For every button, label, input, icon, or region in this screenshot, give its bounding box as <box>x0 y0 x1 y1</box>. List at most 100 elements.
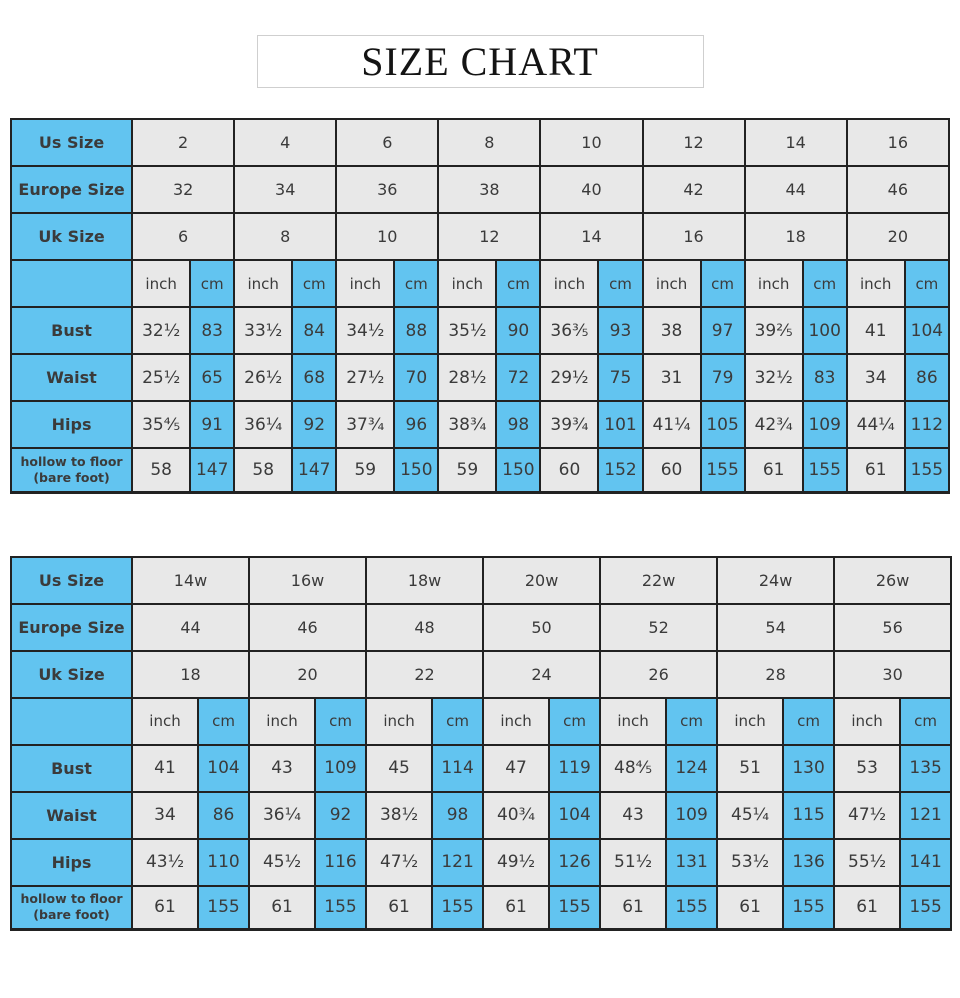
hips-inch-cell: 49½ <box>482 837 551 887</box>
hollow-inch-cell: 60 <box>539 447 600 493</box>
uk-size-cell: 26 <box>599 649 719 699</box>
waist-cm-cell: 86 <box>196 790 251 840</box>
uk-size-cell: 28 <box>716 649 836 699</box>
waist-cm-cell: 98 <box>431 790 485 840</box>
row-label-europe-size: Europe Size <box>10 602 133 652</box>
europe-size-cell: 56 <box>833 602 953 652</box>
cm-header-cell: cm <box>189 259 236 308</box>
us-size-row: Us Size 14w 16w 18w 20w 22w 24w 26w <box>10 555 953 605</box>
waist-cm-cell: 72 <box>495 353 542 402</box>
bust-inch-cell: 41 <box>131 743 199 793</box>
uk-size-cell: 10 <box>335 212 440 261</box>
hips-cm-cell: 92 <box>291 400 338 449</box>
hollow-cm-cell: 155 <box>196 884 251 931</box>
inch-header-cell: inch <box>335 259 396 308</box>
bust-inch-cell: 43 <box>248 743 317 793</box>
inch-header-cell: inch <box>833 696 902 746</box>
inch-header-cell: inch <box>743 259 804 308</box>
us-size-cell: 16 <box>845 118 951 167</box>
hips-inch-cell: 45½ <box>248 837 317 887</box>
bust-cm-cell: 114 <box>431 743 485 793</box>
uk-size-cell: 24 <box>482 649 602 699</box>
waist-inch-cell: 26½ <box>233 353 294 402</box>
inch-header-cell: inch <box>131 259 192 308</box>
waist-cm-cell: 92 <box>314 790 368 840</box>
row-label-uk-size: Uk Size <box>10 649 133 699</box>
hips-inch-cell: 44¼ <box>845 400 906 449</box>
waist-inch-cell: 34 <box>131 790 199 840</box>
waist-inch-cell: 32½ <box>743 353 804 402</box>
bust-cm-cell: 88 <box>393 306 440 355</box>
hips-inch-cell: 43½ <box>131 837 199 887</box>
inch-header-cell: inch <box>233 259 294 308</box>
hips-cm-cell: 141 <box>899 837 953 887</box>
europe-size-cell: 32 <box>131 165 236 214</box>
us-size-cell: 22w <box>599 555 719 605</box>
waist-row: Waist 34 86 36¼ 92 38½ 98 40¾ 104 43 109… <box>10 790 953 840</box>
inch-header-cell: inch <box>716 696 785 746</box>
europe-size-cell: 46 <box>845 165 951 214</box>
waist-inch-cell: 25½ <box>131 353 192 402</box>
bust-inch-cell: 53 <box>833 743 902 793</box>
hips-inch-cell: 39¾ <box>539 400 600 449</box>
size-chart-title-box: SIZE CHART <box>256 35 704 88</box>
hips-inch-cell: 53½ <box>716 837 785 887</box>
hips-cm-cell: 98 <box>495 400 542 449</box>
waist-cm-cell: 79 <box>699 353 746 402</box>
inch-header-cell: inch <box>365 696 434 746</box>
us-size-cell: 4 <box>233 118 338 167</box>
waist-inch-cell: 38½ <box>365 790 434 840</box>
europe-size-cell: 44 <box>743 165 848 214</box>
europe-size-cell: 54 <box>716 602 836 652</box>
hollow-inch-cell: 61 <box>365 884 434 931</box>
waist-cm-cell: 65 <box>189 353 236 402</box>
hips-row: Hips 43½ 110 45½ 116 47½ 121 49½ 126 51½… <box>10 837 953 887</box>
hips-cm-cell: 126 <box>548 837 602 887</box>
uk-size-cell: 18 <box>743 212 848 261</box>
europe-size-cell: 52 <box>599 602 719 652</box>
hollow-label-line2: (bare foot) <box>33 469 110 485</box>
plus-size-table: Us Size 14w 16w 18w 20w 22w 24w 26w Euro… <box>10 555 953 931</box>
hips-row: Hips 35⅘ 91 36¼ 92 37¾ 96 38¾ 98 39¾ 101… <box>9 400 951 449</box>
hips-inch-cell: 55½ <box>833 837 902 887</box>
waist-cm-cell: 121 <box>899 790 953 840</box>
hollow-inch-cell: 61 <box>743 447 804 493</box>
cm-header-cell: cm <box>431 696 485 746</box>
waist-cm-cell: 83 <box>801 353 848 402</box>
waist-inch-cell: 31 <box>641 353 702 402</box>
europe-size-cell: 46 <box>248 602 368 652</box>
bust-inch-cell: 35½ <box>437 306 498 355</box>
europe-size-cell: 40 <box>539 165 644 214</box>
hollow-inch-cell: 61 <box>599 884 668 931</box>
waist-cm-cell: 104 <box>548 790 602 840</box>
europe-size-cell: 50 <box>482 602 602 652</box>
hips-inch-cell: 41¼ <box>641 400 702 449</box>
standard-size-table: Us Size 2 4 6 8 10 12 14 16 Europe Size … <box>9 118 951 494</box>
units-row: inch cm inch cm inch cm inch cm inch cm … <box>10 696 953 746</box>
europe-size-cell: 34 <box>233 165 338 214</box>
bust-inch-cell: 51 <box>716 743 785 793</box>
bust-inch-cell: 39⅖ <box>743 306 804 355</box>
us-size-cell: 10 <box>539 118 644 167</box>
hollow-inch-cell: 60 <box>641 447 702 493</box>
hips-cm-cell: 101 <box>597 400 644 449</box>
bust-cm-cell: 84 <box>291 306 338 355</box>
row-label-uk-size: Uk Size <box>9 212 134 261</box>
inch-header-cell: inch <box>599 696 668 746</box>
hollow-inch-cell: 61 <box>248 884 317 931</box>
hollow-to-floor-row: hollow to floor (bare foot) 58 147 58 14… <box>9 447 951 493</box>
uk-size-cell: 18 <box>130 649 251 699</box>
bust-cm-cell: 104 <box>903 306 951 355</box>
hollow-label-line2: (bare foot) <box>33 907 110 923</box>
hips-inch-cell: 36¼ <box>233 400 294 449</box>
inch-header-cell: inch <box>845 259 906 308</box>
size-chart-page: { "title": "SIZE CHART", "colors": { "he… <box>0 35 960 998</box>
hips-cm-cell: 136 <box>782 837 836 887</box>
europe-size-cell: 38 <box>437 165 542 214</box>
waist-inch-cell: 47½ <box>833 790 902 840</box>
europe-size-cell: 36 <box>335 165 440 214</box>
bust-inch-cell: 36⅗ <box>539 306 600 355</box>
bust-cm-cell: 97 <box>699 306 746 355</box>
bust-inch-cell: 38 <box>641 306 702 355</box>
hollow-inch-cell: 58 <box>131 447 192 493</box>
